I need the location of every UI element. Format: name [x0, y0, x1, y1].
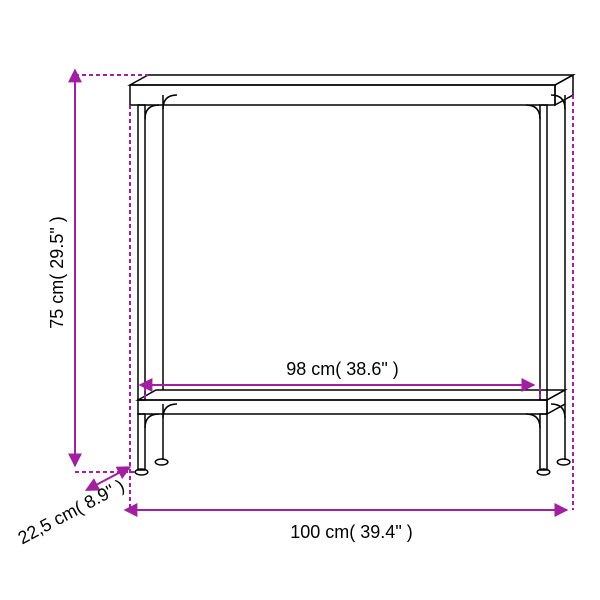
- height-label: 75 cm( 29.5" ): [47, 216, 67, 328]
- shelf-width-label: 98 cm( 38.6" ): [286, 359, 398, 379]
- width-label: 100 cm( 39.4" ): [290, 522, 412, 542]
- technical-drawing: 75 cm( 29.5" ) 100 cm( 39.4" ) 98 cm( 38.6…: [0, 0, 600, 600]
- depth-label: 22,5 cm( 8.9" ): [15, 475, 128, 548]
- console-table-outline: [130, 75, 573, 475]
- dimension-lines: [75, 75, 573, 510]
